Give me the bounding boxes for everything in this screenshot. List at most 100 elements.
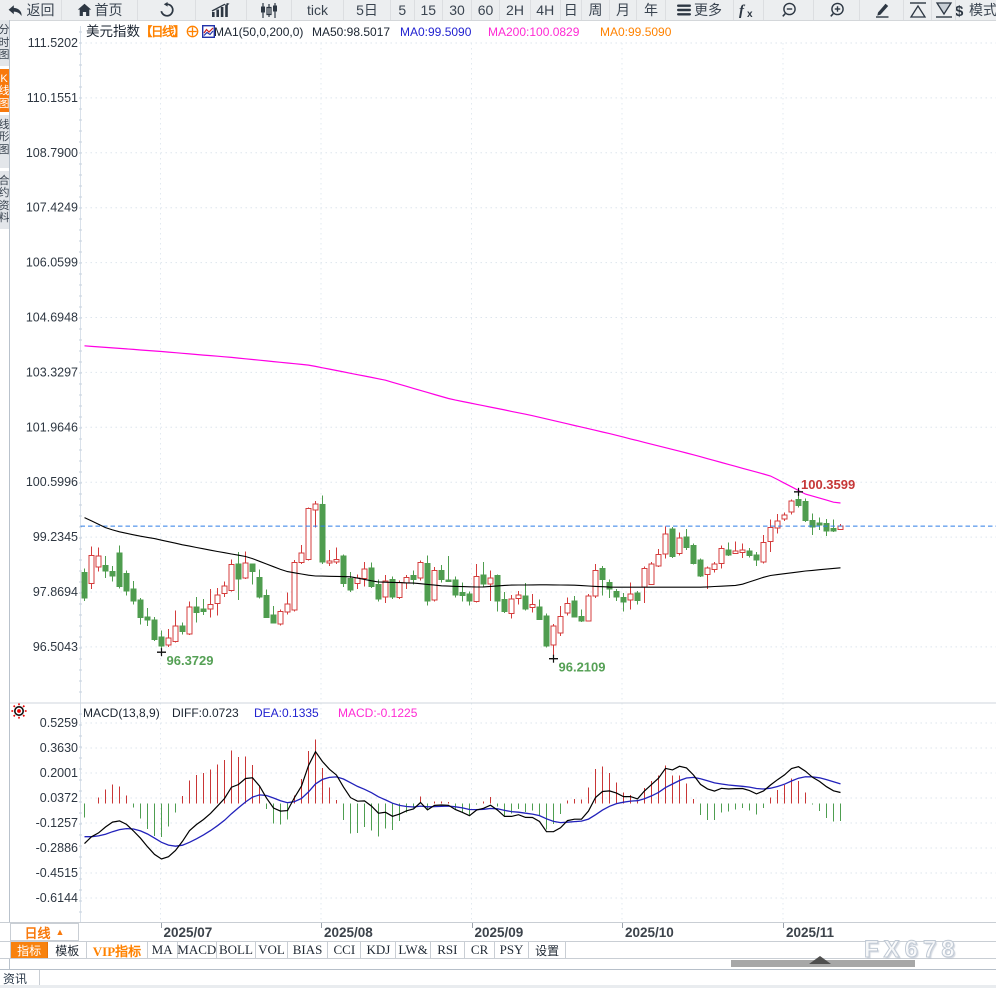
horizontal-scrollbar[interactable] (731, 956, 915, 967)
candle[interactable] (130, 581, 137, 605)
candle[interactable] (823, 518, 830, 537)
candle[interactable] (767, 519, 774, 552)
candle[interactable] (193, 596, 200, 623)
candle[interactable] (599, 565, 606, 596)
toolbar-home-button[interactable]: 首页 (62, 0, 138, 20)
candle[interactable] (165, 628, 172, 648)
candle[interactable] (340, 554, 347, 587)
candle[interactable] (445, 555, 452, 583)
candle[interactable] (753, 552, 760, 567)
toolbar-5d-button[interactable]: 5日 (344, 0, 391, 20)
indicator-tab-vol[interactable]: VOL (256, 942, 288, 958)
candle[interactable] (95, 547, 102, 572)
candle[interactable] (312, 501, 319, 528)
candle[interactable] (480, 561, 487, 587)
toolbar-2h-button[interactable]: 2H (500, 0, 531, 20)
candle[interactable] (116, 545, 123, 589)
indicator-tab-rsi[interactable]: RSI (430, 942, 465, 958)
candle[interactable] (697, 558, 704, 578)
candle[interactable] (81, 568, 88, 601)
toolbar-week-button[interactable]: 周 (582, 0, 610, 20)
candle[interactable] (361, 561, 368, 587)
candle[interactable] (522, 583, 529, 611)
candle[interactable] (557, 606, 564, 636)
candle[interactable] (102, 555, 109, 578)
toolbar-zoom-in-button[interactable] (814, 0, 860, 20)
candle[interactable] (291, 559, 298, 612)
candle[interactable] (172, 610, 179, 643)
candle[interactable] (529, 593, 536, 613)
candle[interactable] (732, 541, 739, 554)
candle[interactable] (389, 576, 396, 599)
toolbar-4h-button[interactable]: 4H (531, 0, 561, 20)
indicator-tab-boll[interactable]: BOLL (216, 942, 256, 958)
candle[interactable] (781, 512, 788, 522)
candle[interactable] (144, 608, 151, 626)
toolbar-5m-button[interactable]: 5 (391, 0, 415, 20)
candle[interactable] (179, 622, 186, 635)
candle[interactable] (270, 606, 277, 624)
candle[interactable] (109, 565, 116, 582)
candle[interactable] (200, 598, 207, 615)
indicator-tab-设置[interactable]: 设置 (528, 942, 567, 958)
toolbar-tick-button[interactable]: tick (292, 0, 344, 20)
indicator-tab-指标[interactable]: 指标 (10, 942, 49, 958)
candle[interactable] (746, 548, 753, 558)
timeframe-button[interactable]: 日线 ▲ (10, 923, 79, 941)
candle[interactable] (718, 545, 725, 569)
toolbar-year-button[interactable]: 年 (637, 0, 666, 20)
candle[interactable] (536, 599, 543, 621)
candle[interactable] (424, 555, 431, 606)
candle[interactable] (837, 524, 844, 531)
candle[interactable] (648, 561, 655, 586)
toolbar-candle-chart-button[interactable] (247, 0, 292, 20)
toolbar-draw-button[interactable] (860, 0, 904, 20)
candle[interactable] (123, 570, 130, 596)
candle[interactable] (655, 548, 662, 568)
toolbar-zoom-out-button[interactable] (764, 0, 814, 20)
candle[interactable] (326, 549, 333, 567)
candle[interactable] (662, 526, 669, 559)
candle[interactable] (585, 593, 592, 622)
candle[interactable] (354, 574, 361, 590)
toolbar-30m-button[interactable]: 30 (443, 0, 472, 20)
toolbar-day-button[interactable]: 日 (561, 0, 582, 20)
candle[interactable] (543, 613, 550, 648)
toolbar-back-button[interactable]: 返回 (0, 0, 62, 20)
candle[interactable] (711, 561, 718, 573)
candle[interactable] (494, 574, 501, 612)
candle[interactable] (438, 565, 445, 583)
candle[interactable] (620, 593, 627, 612)
indicator-tab-psy[interactable]: PSY (495, 942, 529, 958)
candle[interactable] (375, 579, 382, 602)
candle[interactable] (501, 591, 508, 613)
candle[interactable] (571, 596, 578, 618)
candle[interactable] (690, 543, 697, 565)
candle[interactable] (473, 564, 480, 603)
candle[interactable] (508, 595, 515, 619)
candle[interactable] (263, 589, 270, 618)
candle[interactable] (186, 601, 193, 636)
sidebar-tab-3[interactable]: 线形图 (0, 114, 9, 168)
candle[interactable] (221, 581, 228, 597)
indicator-tab-lw&[interactable]: LW& (396, 942, 431, 958)
candle[interactable] (298, 544, 305, 565)
candle[interactable] (228, 559, 235, 592)
candle[interactable] (214, 587, 221, 616)
candle[interactable] (319, 495, 326, 565)
toolbar-model-button[interactable]: $ 模式 (956, 0, 996, 20)
candle[interactable] (466, 591, 473, 606)
toolbar-15m-button[interactable]: 15 (415, 0, 443, 20)
candle[interactable] (683, 528, 690, 550)
candle[interactable] (410, 570, 417, 585)
indicator-tab-macd[interactable]: MACD (177, 942, 217, 958)
candle[interactable] (403, 575, 410, 590)
candle[interactable] (256, 569, 263, 599)
candle[interactable] (578, 609, 585, 623)
candle[interactable] (137, 598, 144, 625)
sidebar-tab-1[interactable]: 分时图 (0, 20, 9, 66)
candle[interactable] (333, 547, 340, 565)
candle[interactable] (277, 609, 284, 626)
candle[interactable] (739, 543, 746, 559)
